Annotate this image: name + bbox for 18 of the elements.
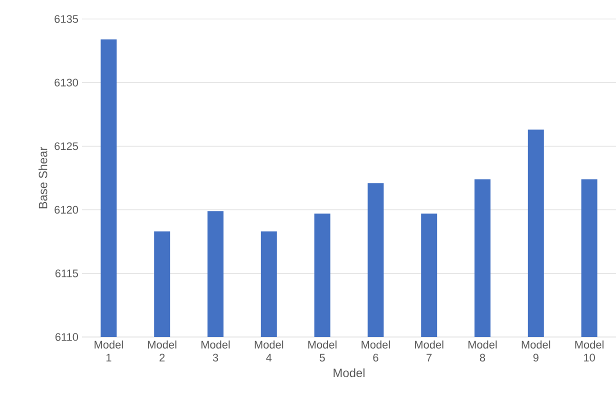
x-tick-label: Model 9 xyxy=(522,340,550,362)
x-tick-label: Model 8 xyxy=(468,340,497,362)
y-tick-label: 6110 xyxy=(55,333,78,341)
x-tick-label: Model 3 xyxy=(201,340,230,362)
x-tick-label: Model 1 xyxy=(94,340,123,362)
y-axis-title: Base Shear xyxy=(38,146,48,208)
y-tick-label: 6125 xyxy=(54,142,78,150)
y-tick-label: 6130 xyxy=(54,78,78,86)
x-tick-label: Model 10 xyxy=(575,340,604,362)
x-tick-label: Model 2 xyxy=(148,340,176,362)
y-tick-label: 6120 xyxy=(54,206,78,214)
x-axis-title: Model xyxy=(334,368,364,378)
x-tick-label: Model 7 xyxy=(415,340,444,362)
x-tick-label: Model 5 xyxy=(308,340,336,362)
x-tick-label: Model 4 xyxy=(254,340,284,362)
y-tick-label: 6135 xyxy=(54,15,78,23)
x-tick-label: Model 6 xyxy=(362,340,390,362)
y-tick-label: 6115 xyxy=(55,270,78,278)
